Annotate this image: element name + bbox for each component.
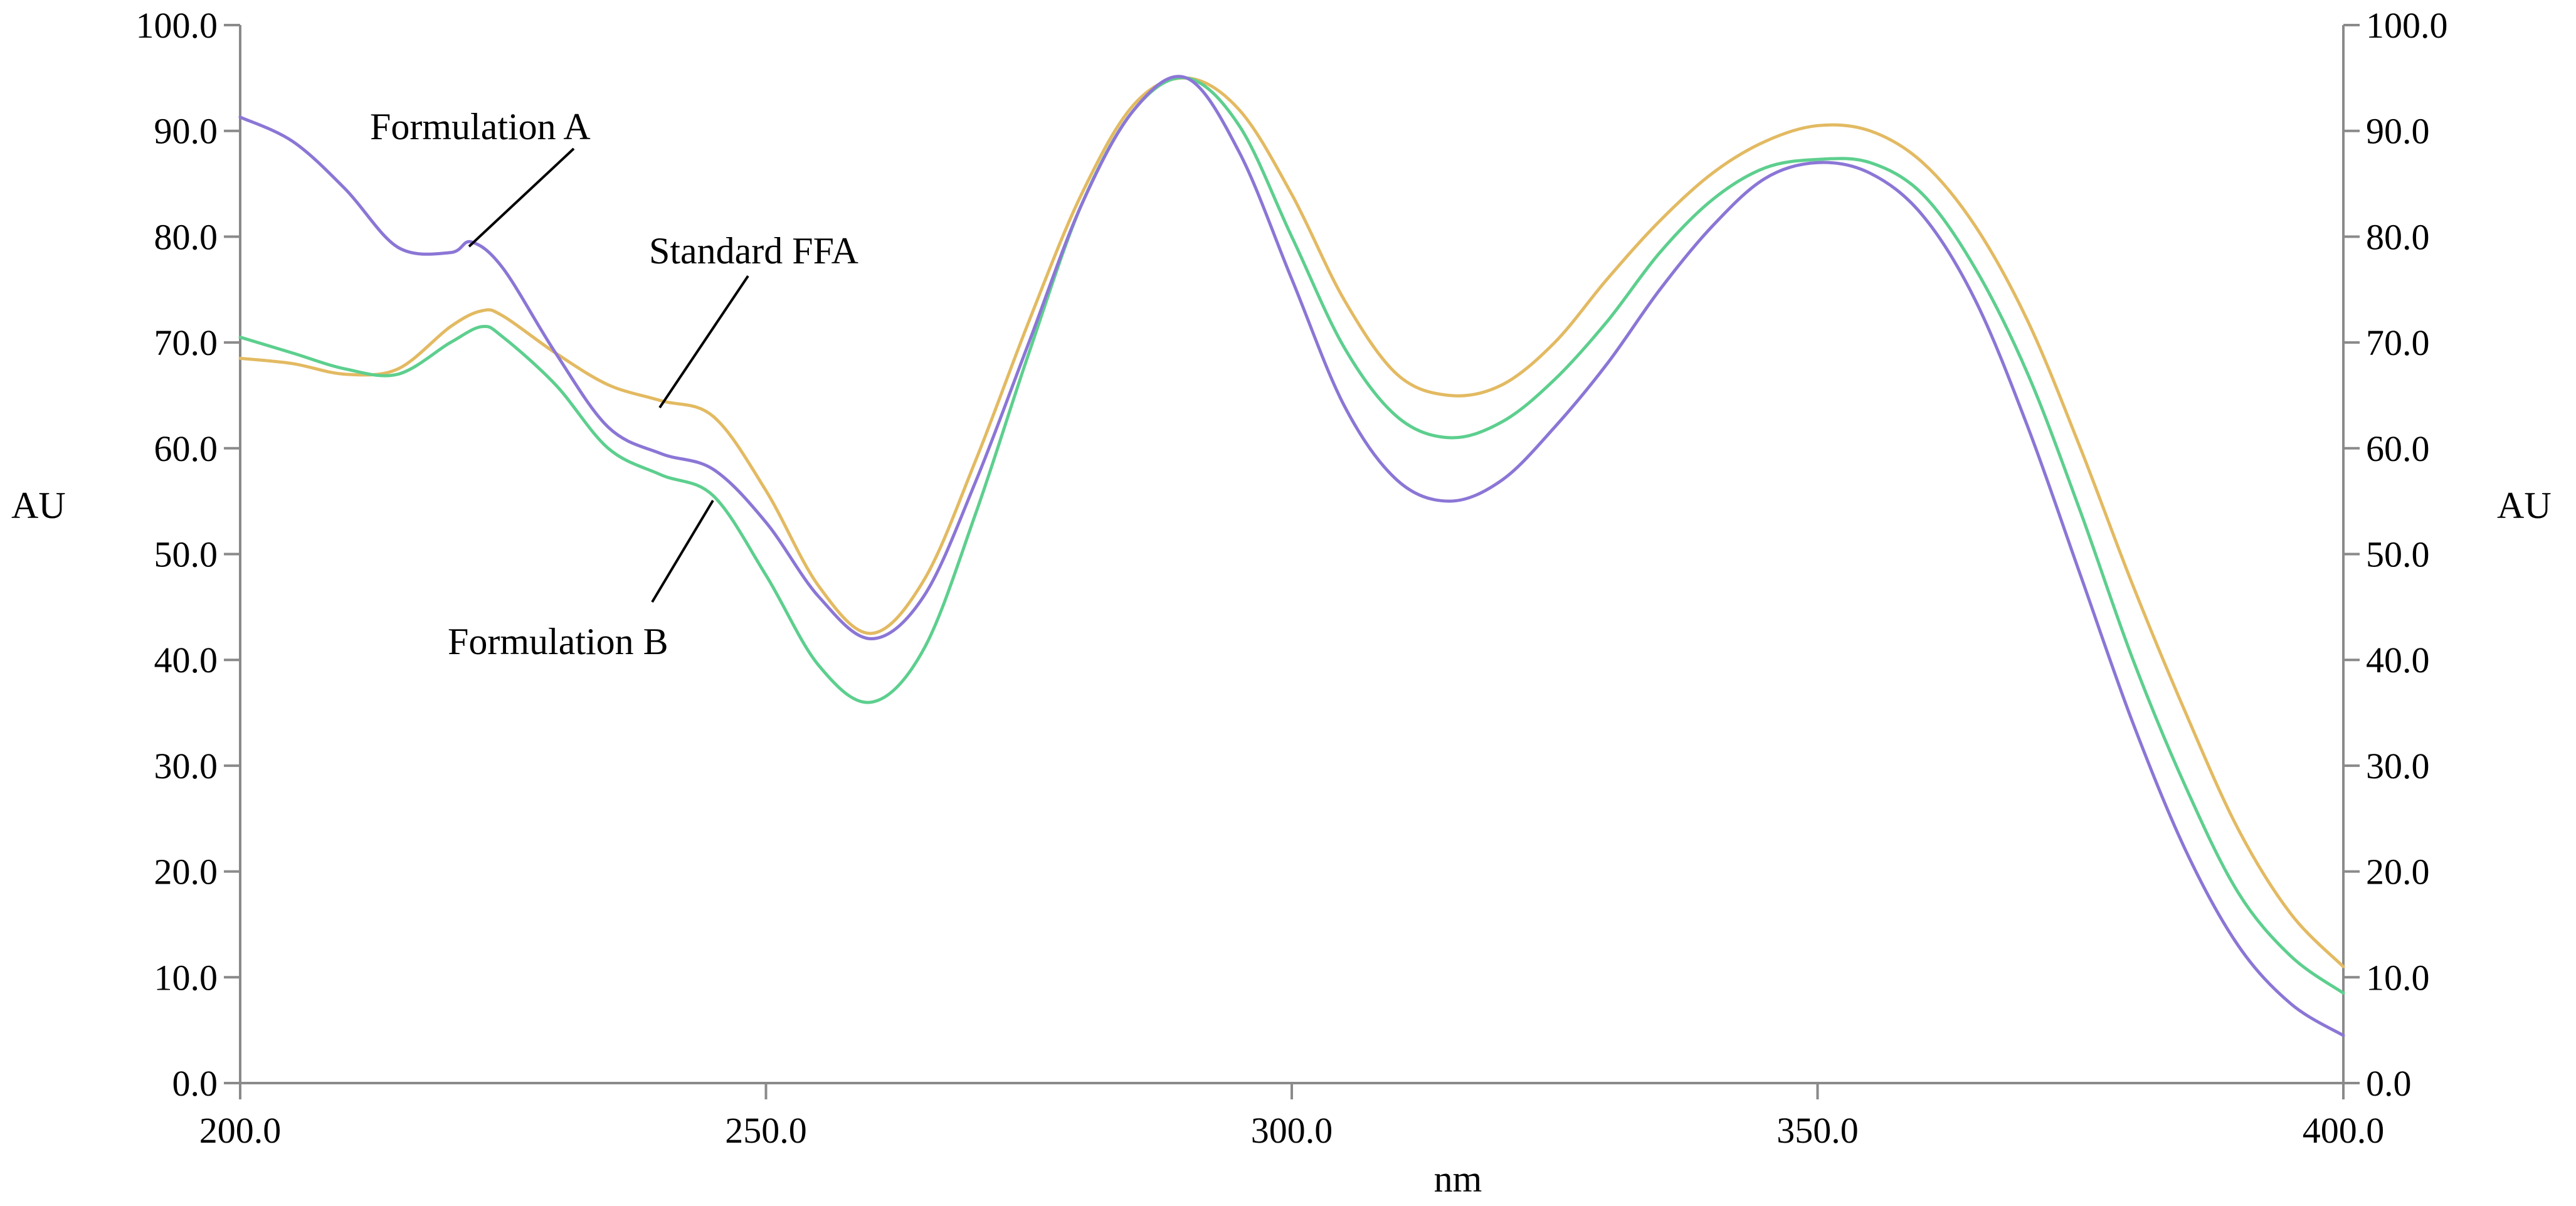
y-tick-label-left: 50.0: [154, 534, 218, 575]
series-line-standard-ffa: [238, 76, 2345, 968]
x-tick-label: 400.0: [2303, 1110, 2385, 1151]
y-tick-label-left: 80.0: [154, 216, 218, 257]
y-axis-title-right: AU: [2497, 485, 2552, 526]
y-tick-label-left: 40.0: [154, 640, 218, 680]
y-tick-label-left: 70.0: [154, 322, 218, 363]
y-tick-label-right: 70.0: [2366, 322, 2430, 363]
y-tick-label-right: 40.0: [2366, 640, 2430, 680]
callout-leader-standard-ffa: [658, 275, 749, 409]
y-tick-label-right: 90.0: [2366, 111, 2430, 152]
y-tick-label-right: 20.0: [2366, 852, 2430, 892]
callout-label-formulation-a: Formulation A: [370, 106, 591, 147]
callout-leader-formulation-a: [468, 147, 575, 248]
y-tick-label-right: 50.0: [2366, 534, 2430, 575]
callout-label-formulation-b: Formulation B: [448, 621, 668, 662]
series-layer: [238, 75, 2345, 1037]
y-tick-label-right: 60.0: [2366, 428, 2430, 469]
annotations: Formulation A Standard FFA Formulation B: [370, 106, 858, 662]
y-tick-label-right: 0.0: [2366, 1063, 2412, 1104]
callout-leader-formulation-b: [651, 499, 714, 603]
series-line-formulation-a: [238, 75, 2345, 1037]
right-y-axis: 0.0 10.0 20.0 30.0 40.0 50.0 60.0 70.0 80.0 90.0 1…: [2343, 5, 2448, 1104]
x-axis: 200.0 250.0 300.0 350.0 400.0: [199, 1083, 2385, 1151]
y-tick-label-left: 10.0: [154, 957, 218, 998]
y-tick-label-right: 80.0: [2366, 216, 2430, 257]
left-y-axis: 0.0 10.0 20.0 30.0 40.0 50.0 60.0 70.0 80.0 90.0 1…: [136, 5, 240, 1104]
callout-label-standard-ffa: Standard FFA: [649, 230, 858, 272]
y-tick-label-left: 0.0: [172, 1063, 218, 1104]
series-line-formulation-b: [238, 76, 2345, 995]
x-axis-title: nm: [1434, 1158, 1482, 1200]
plot-frame: [239, 25, 2345, 1084]
y-tick-label-right: 100.0: [2366, 5, 2448, 46]
y-axis-title-left: AU: [11, 485, 66, 526]
y-tick-label-right: 10.0: [2366, 957, 2430, 998]
y-tick-label-left: 60.0: [154, 428, 218, 469]
y-tick-label-left: 20.0: [154, 852, 218, 892]
x-tick-label: 200.0: [199, 1110, 282, 1151]
x-tick-label: 250.0: [725, 1110, 807, 1151]
y-tick-label-left: 30.0: [154, 746, 218, 786]
y-tick-label-left: 90.0: [154, 111, 218, 152]
y-tick-label-right: 30.0: [2366, 746, 2430, 786]
y-tick-label-left: 100.0: [136, 5, 218, 46]
x-tick-label: 300.0: [1251, 1110, 1333, 1151]
x-tick-label: 350.0: [1776, 1110, 1859, 1151]
